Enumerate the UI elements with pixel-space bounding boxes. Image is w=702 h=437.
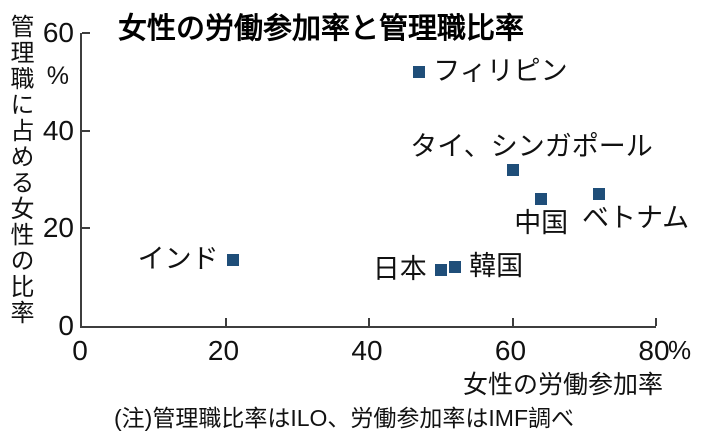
x-tick-label-0: 0 (72, 335, 88, 366)
y-tick-mark-40 (82, 129, 90, 132)
x-axis-unit-label: % (668, 335, 692, 365)
x-tick-label-80: 80 (638, 335, 670, 366)
data-point-label-vietnam: ベトナム (581, 203, 690, 234)
x-tick-mark-60 (511, 318, 514, 326)
x-tick-mark-40 (368, 318, 370, 326)
source-note: (注)管理職比率はILO、労働参加率はIMF調べ (114, 405, 574, 431)
plot-area: フィリピンタイ、シンガポール中国 ベトナム日本 韓国 インド (80, 32, 689, 328)
data-point-vietnam (592, 188, 605, 201)
x-tick-label-60: 60 (494, 335, 527, 366)
data-point-china (535, 193, 548, 206)
x-axis-title: 女性の労働参加率 (462, 371, 663, 399)
y-tick-label-0: 0 (58, 310, 74, 341)
y-tick-mark-20 (82, 227, 90, 230)
x-tick-mark-20 (224, 318, 227, 326)
y-axis-unit-label: % (46, 62, 69, 90)
y-axis-title: 管理職に占める女性の比率 (6, 14, 33, 326)
data-point-label-thailand-singapore: タイ、シンガポール (410, 131, 653, 162)
y-tick-mark-60 (82, 32, 90, 34)
data-point-philippines (413, 66, 426, 79)
data-point-label-japan: 日本 (372, 253, 427, 284)
y-tick-label-40: 40 (42, 114, 74, 146)
x-tick-label-40: 40 (351, 335, 383, 366)
y-tick-label-20: 20 (42, 212, 74, 244)
data-point-india (226, 254, 239, 267)
data-point-thailand-singapore (506, 163, 519, 176)
data-point-japan (434, 263, 447, 276)
x-tick-mark-80 (655, 318, 657, 326)
data-point-korea (449, 261, 462, 274)
data-point-label-korea: 韓国 (469, 251, 524, 282)
y-tick-labels: % 0 20 40 60 (30, 17, 74, 341)
chart-title: 女性の労働参加率と管理職比率 (118, 13, 525, 45)
data-point-label-india: インド (137, 244, 219, 275)
data-point-label-china: 中国 (514, 208, 569, 239)
y-tick-label-60: 60 (42, 17, 74, 48)
x-tick-labels: 0 20 40 60 80 (0, 335, 702, 367)
data-point-label-philippines: フィリピン (433, 56, 568, 87)
x-tick-label-20: 20 (207, 335, 240, 366)
